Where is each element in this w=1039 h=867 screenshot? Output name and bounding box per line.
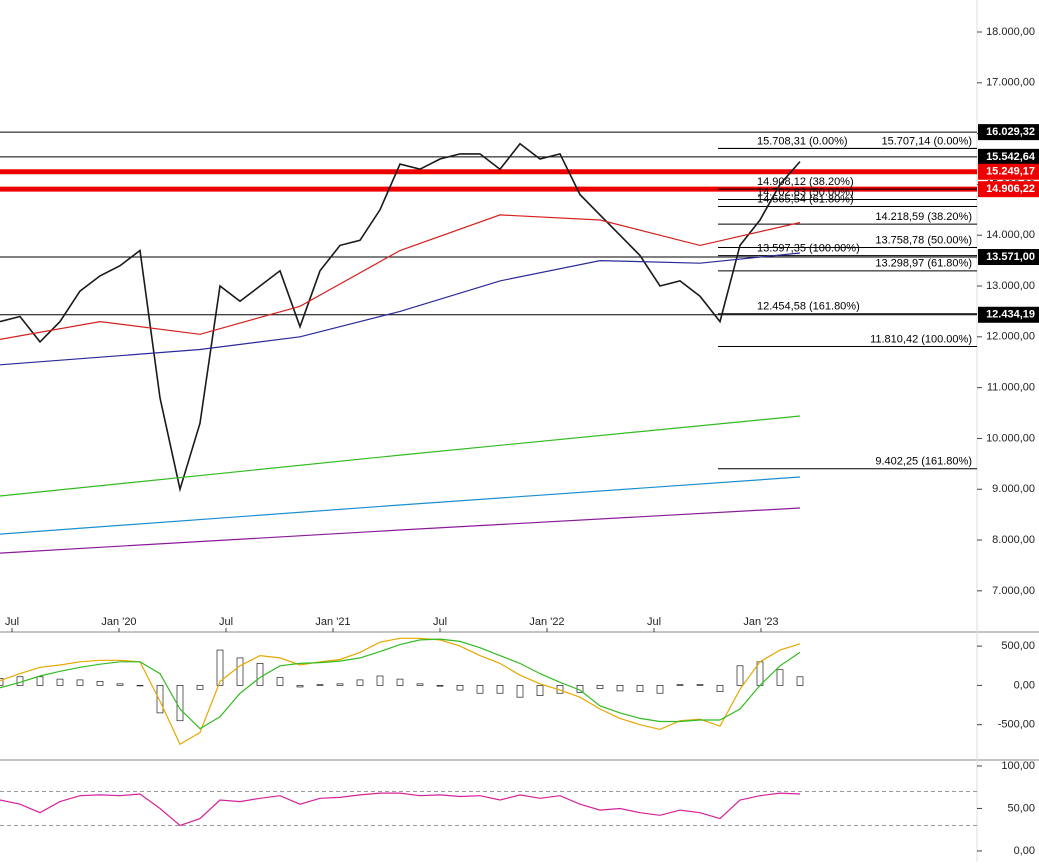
histogram-bar (136, 685, 144, 687)
y-tick-label: -500,00 (998, 719, 1035, 731)
histogram-bar (516, 685, 524, 698)
histogram-bar (656, 685, 664, 694)
histogram-bar (36, 676, 44, 686)
histogram-bar (456, 685, 464, 691)
series-line (0, 637, 801, 746)
histogram-bar (636, 685, 644, 693)
histogram-bar (416, 683, 424, 686)
y-tick-label: 12.000,00 (986, 331, 1035, 343)
fib-label: 13.758,78 (50.00%) (875, 234, 972, 246)
y-tick-label: 10.000,00 (986, 432, 1035, 444)
y-tick-label: 13.000,00 (986, 280, 1035, 292)
y-tick-label: 17.000,00 (986, 77, 1035, 89)
histogram-bar (796, 676, 804, 686)
level-box (978, 306, 1039, 323)
histogram-bar (156, 685, 164, 714)
histogram-bar (356, 679, 364, 686)
histogram-bar (776, 669, 784, 686)
fib-label: 14.565,54 (61.80%) (757, 193, 854, 205)
histogram-bar (496, 685, 504, 694)
fib-label: 14.218,59 (38.20%) (875, 211, 972, 223)
level-box (978, 163, 1039, 180)
histogram-bar (376, 675, 384, 686)
level-label: 15.542,64 (986, 151, 1036, 163)
fib-label: 14.702,83 (50.00%) (757, 186, 854, 198)
fib-label: 14.908,12 (38.20%) (757, 176, 854, 188)
series-line (0, 476, 801, 535)
y-tick-label: 100,00 (1001, 760, 1035, 772)
histogram-bar (176, 685, 184, 722)
level-label: 16.029,32 (986, 126, 1035, 138)
y-tick-label: 500,00 (1001, 640, 1035, 652)
y-tick-label: 50,00 (1007, 802, 1035, 814)
histogram-bar (96, 681, 104, 686)
series-line (0, 792, 801, 827)
histogram-bar (616, 685, 624, 692)
x-tick-label: Jul (219, 616, 233, 628)
y-tick-label: 11.000,00 (987, 382, 1035, 394)
histogram-bar (436, 685, 444, 687)
histogram-bar (76, 679, 84, 686)
level-label: 14.906,22 (986, 183, 1035, 195)
level-box (978, 124, 1039, 141)
y-tick-label: 0,00 (1014, 679, 1035, 691)
fib-label: 13.298,97 (61.80%) (875, 258, 972, 270)
histogram-bar (336, 683, 344, 686)
fib-label: 13.597,35 (100.00%) (757, 243, 860, 255)
fib-label: 12.454,58 (161.80%) (757, 301, 860, 313)
fib-label: 9.402,25 (161.80%) (875, 456, 972, 468)
histogram-bar (396, 678, 404, 686)
x-tick-label: Jan '20 (101, 616, 136, 628)
histogram-bar (216, 649, 224, 686)
y-tick-label: 9.000,00 (992, 483, 1035, 495)
fib-label: 11.810,42 (100.00%) (870, 333, 972, 345)
level-label: 13.571,00 (986, 251, 1035, 263)
histogram-bar (736, 665, 744, 686)
y-tick-label: 14.000,00 (986, 229, 1035, 241)
series-line (0, 252, 801, 366)
x-tick-label: Jul (647, 616, 661, 628)
histogram-bar (256, 663, 264, 686)
x-tick-label: Jul (5, 616, 19, 628)
histogram-bar (0, 677, 4, 686)
histogram-bar (696, 684, 704, 686)
y-tick-label: 18.000,00 (986, 26, 1035, 38)
series-line (0, 415, 801, 497)
y-tick-label: 0,00 (1014, 845, 1035, 857)
histogram-bar (536, 685, 544, 696)
x-tick-label: Jan '21 (315, 616, 350, 628)
y-tick-label: 7.000,00 (992, 585, 1035, 597)
fib-label: 15.708,31 (0.00%) (757, 135, 848, 147)
histogram-bar (296, 685, 304, 688)
level-box (978, 148, 1039, 165)
y-tick-label: 8.000,00 (992, 534, 1035, 546)
level-label: 12.434,19 (986, 309, 1035, 321)
series-line (0, 214, 801, 340)
histogram-bar (476, 685, 484, 694)
level-label: 15.249,17 (986, 166, 1035, 178)
level-box (978, 181, 1039, 198)
histogram-bar (196, 685, 204, 690)
histogram-bar (596, 685, 604, 689)
level-box (978, 249, 1039, 266)
histogram-bar (116, 683, 124, 686)
histogram-bar (276, 677, 284, 686)
fib-label: 15.707,14 (0.00%) (881, 135, 972, 147)
series-line (0, 142, 801, 493)
x-tick-label: Jul (433, 616, 447, 628)
histogram-bar (56, 678, 64, 686)
histogram-bar (716, 685, 724, 693)
series-line (0, 507, 801, 554)
histogram-bar (236, 657, 244, 686)
x-tick-label: Jan '22 (529, 616, 564, 628)
x-tick-label: Jan '23 (743, 616, 778, 628)
histogram-bar (316, 684, 324, 686)
histogram-bar (676, 684, 684, 686)
series-line (0, 638, 801, 730)
